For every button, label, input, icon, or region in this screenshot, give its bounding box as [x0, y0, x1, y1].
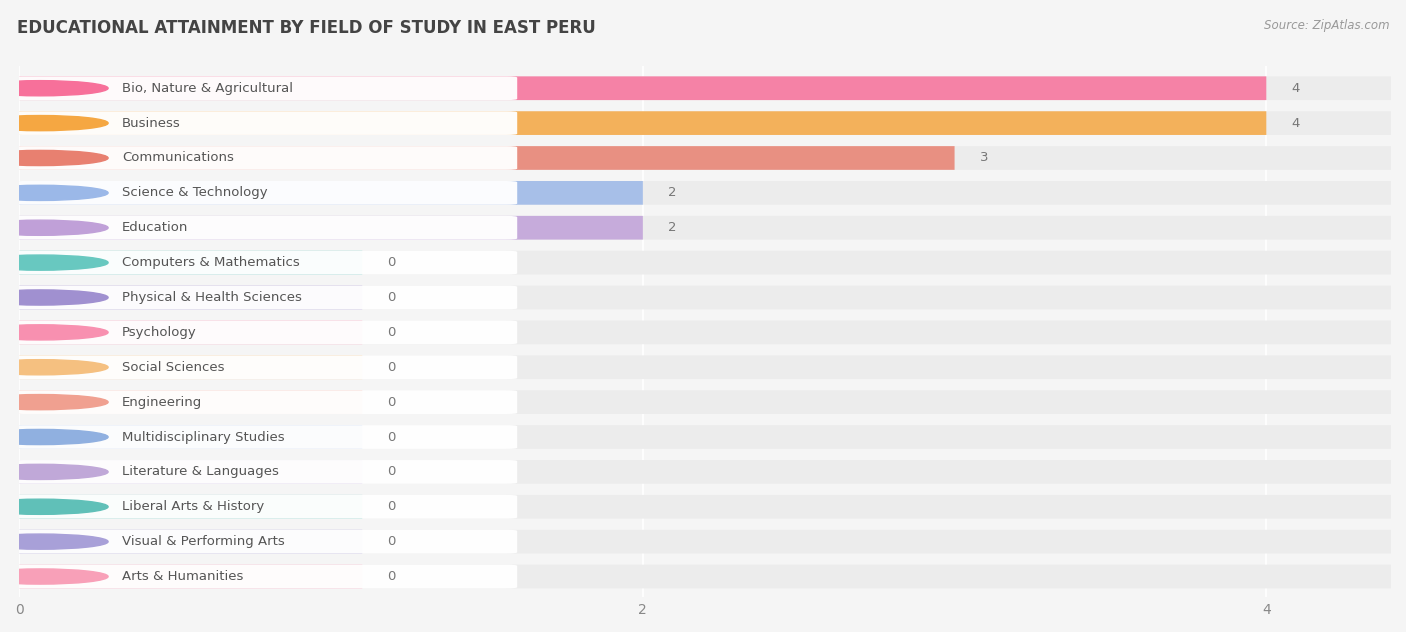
- FancyBboxPatch shape: [20, 530, 1391, 554]
- FancyBboxPatch shape: [20, 355, 1391, 379]
- FancyBboxPatch shape: [13, 530, 517, 554]
- Text: 0: 0: [387, 465, 395, 478]
- FancyBboxPatch shape: [20, 111, 1267, 135]
- Circle shape: [0, 150, 108, 166]
- FancyBboxPatch shape: [20, 391, 363, 414]
- Circle shape: [0, 116, 108, 131]
- FancyBboxPatch shape: [20, 495, 1391, 519]
- FancyBboxPatch shape: [20, 320, 363, 344]
- Circle shape: [0, 290, 108, 305]
- Text: 0: 0: [387, 501, 395, 513]
- Text: Psychology: Psychology: [122, 326, 197, 339]
- FancyBboxPatch shape: [13, 251, 517, 274]
- Text: 4: 4: [1291, 117, 1299, 130]
- FancyBboxPatch shape: [20, 495, 363, 519]
- Text: 0: 0: [387, 326, 395, 339]
- FancyBboxPatch shape: [20, 216, 1391, 240]
- FancyBboxPatch shape: [20, 181, 1391, 205]
- FancyBboxPatch shape: [20, 564, 1391, 588]
- Text: 0: 0: [387, 291, 395, 304]
- Circle shape: [0, 465, 108, 480]
- FancyBboxPatch shape: [13, 425, 517, 449]
- Circle shape: [0, 185, 108, 200]
- FancyBboxPatch shape: [20, 355, 363, 379]
- FancyBboxPatch shape: [20, 425, 1391, 449]
- FancyBboxPatch shape: [20, 530, 363, 554]
- Circle shape: [0, 569, 108, 584]
- FancyBboxPatch shape: [20, 286, 1391, 309]
- FancyBboxPatch shape: [13, 564, 517, 588]
- Text: Liberal Arts & History: Liberal Arts & History: [122, 501, 264, 513]
- Text: 2: 2: [668, 186, 676, 199]
- Text: Literature & Languages: Literature & Languages: [122, 465, 278, 478]
- FancyBboxPatch shape: [13, 111, 517, 135]
- FancyBboxPatch shape: [20, 251, 1391, 274]
- Text: 0: 0: [387, 430, 395, 444]
- FancyBboxPatch shape: [13, 216, 517, 240]
- Text: Visual & Performing Arts: Visual & Performing Arts: [122, 535, 285, 548]
- Text: Multidisciplinary Studies: Multidisciplinary Studies: [122, 430, 285, 444]
- Text: Education: Education: [122, 221, 188, 234]
- FancyBboxPatch shape: [13, 286, 517, 309]
- Text: 0: 0: [387, 361, 395, 374]
- Circle shape: [0, 534, 108, 549]
- Text: Engineering: Engineering: [122, 396, 202, 409]
- Circle shape: [0, 220, 108, 235]
- FancyBboxPatch shape: [13, 146, 517, 170]
- FancyBboxPatch shape: [13, 181, 517, 205]
- Circle shape: [0, 360, 108, 375]
- FancyBboxPatch shape: [20, 564, 363, 588]
- FancyBboxPatch shape: [20, 146, 1391, 170]
- FancyBboxPatch shape: [20, 320, 1391, 344]
- FancyBboxPatch shape: [20, 251, 363, 274]
- FancyBboxPatch shape: [20, 146, 955, 170]
- FancyBboxPatch shape: [13, 391, 517, 414]
- Text: Arts & Humanities: Arts & Humanities: [122, 570, 243, 583]
- Circle shape: [0, 429, 108, 444]
- Text: Business: Business: [122, 117, 181, 130]
- Text: 0: 0: [387, 396, 395, 409]
- Text: Physical & Health Sciences: Physical & Health Sciences: [122, 291, 302, 304]
- Text: 3: 3: [980, 152, 988, 164]
- FancyBboxPatch shape: [20, 76, 1267, 100]
- FancyBboxPatch shape: [13, 495, 517, 519]
- FancyBboxPatch shape: [13, 320, 517, 344]
- Text: Bio, Nature & Agricultural: Bio, Nature & Agricultural: [122, 82, 292, 95]
- FancyBboxPatch shape: [20, 391, 1391, 414]
- Text: 0: 0: [387, 570, 395, 583]
- FancyBboxPatch shape: [20, 181, 643, 205]
- FancyBboxPatch shape: [20, 460, 363, 483]
- Text: Computers & Mathematics: Computers & Mathematics: [122, 256, 299, 269]
- Text: Science & Technology: Science & Technology: [122, 186, 267, 199]
- Text: 0: 0: [387, 256, 395, 269]
- Text: 2: 2: [668, 221, 676, 234]
- Circle shape: [0, 255, 108, 270]
- Text: Communications: Communications: [122, 152, 233, 164]
- FancyBboxPatch shape: [20, 76, 1391, 100]
- FancyBboxPatch shape: [20, 460, 1391, 483]
- Text: Social Sciences: Social Sciences: [122, 361, 225, 374]
- Circle shape: [0, 325, 108, 340]
- FancyBboxPatch shape: [20, 111, 1391, 135]
- Circle shape: [0, 81, 108, 96]
- FancyBboxPatch shape: [13, 355, 517, 379]
- FancyBboxPatch shape: [20, 216, 643, 240]
- Text: Source: ZipAtlas.com: Source: ZipAtlas.com: [1264, 19, 1389, 32]
- Text: 4: 4: [1291, 82, 1299, 95]
- Text: 0: 0: [387, 535, 395, 548]
- FancyBboxPatch shape: [20, 286, 363, 309]
- FancyBboxPatch shape: [13, 460, 517, 483]
- Circle shape: [0, 394, 108, 410]
- FancyBboxPatch shape: [20, 425, 363, 449]
- Circle shape: [0, 499, 108, 514]
- FancyBboxPatch shape: [13, 76, 517, 100]
- Text: EDUCATIONAL ATTAINMENT BY FIELD OF STUDY IN EAST PERU: EDUCATIONAL ATTAINMENT BY FIELD OF STUDY…: [17, 19, 596, 37]
